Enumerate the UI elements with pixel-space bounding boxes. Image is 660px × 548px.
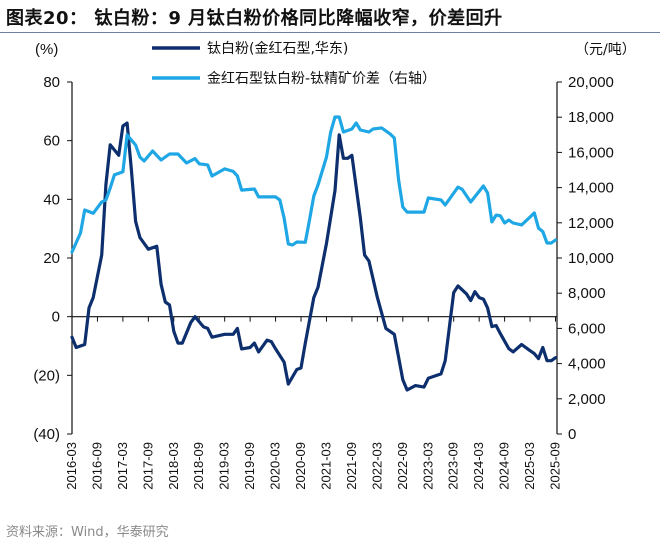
right-tick-label: 16,000 bbox=[568, 144, 614, 161]
x-tick-label: 2024-09 bbox=[497, 442, 512, 490]
x-tick-label: 2025-09 bbox=[548, 442, 563, 490]
x-tick-label: 2021-09 bbox=[344, 442, 359, 490]
right-axis-unit: （元/吨） bbox=[575, 42, 636, 58]
right-tick-label: 20,000 bbox=[568, 74, 614, 91]
x-tick-label: 2017-03 bbox=[115, 442, 130, 490]
right-tick-label: 0 bbox=[568, 426, 576, 443]
x-tick-label: 2017-09 bbox=[140, 442, 155, 490]
title-divider bbox=[0, 32, 660, 33]
x-tick-label: 2023-09 bbox=[446, 442, 461, 490]
x-tick-label: 2019-03 bbox=[217, 442, 232, 490]
x-tick-label: 2024-03 bbox=[471, 442, 486, 490]
legend: 钛白粉(金红石型,华东) 金红石型钛白粉-钛精矿价差（右轴） bbox=[152, 41, 436, 87]
x-tick-label: 2023-03 bbox=[420, 442, 435, 490]
x-tick-label: 2025-03 bbox=[522, 442, 537, 490]
series-lines bbox=[70, 115, 558, 392]
right-tick-label: 10,000 bbox=[568, 250, 614, 267]
x-tick-label: 2019-09 bbox=[242, 442, 257, 490]
axes: 80 60 40 20 0 (20) (40) 20,000 18,000 16,000 14,00… bbox=[33, 74, 614, 490]
series-line-2 bbox=[70, 115, 558, 254]
x-tick-label: 2022-03 bbox=[369, 442, 384, 490]
legend-label-series-2: 金红石型钛白粉-钛精矿价差（右轴） bbox=[207, 71, 436, 87]
right-tick-label: 18,000 bbox=[568, 109, 614, 126]
x-tick-label: 2020-03 bbox=[268, 442, 283, 490]
left-tick-label: (20) bbox=[33, 367, 60, 384]
right-tick-label: 8,000 bbox=[568, 285, 606, 302]
series-line-1 bbox=[70, 121, 558, 392]
left-tick-label: 40 bbox=[43, 191, 60, 208]
right-tick-label: 4,000 bbox=[568, 356, 606, 373]
x-tick-label: 2022-09 bbox=[395, 442, 410, 490]
x-tick-label: 2016-03 bbox=[64, 442, 79, 490]
left-tick-label: 20 bbox=[43, 250, 60, 267]
x-tick-label: 2018-03 bbox=[166, 442, 181, 490]
left-tick-label: (40) bbox=[33, 426, 60, 443]
legend-label-series-1: 钛白粉(金红石型,华东) bbox=[207, 41, 348, 57]
x-tick-label: 2021-03 bbox=[318, 442, 333, 490]
left-tick-label: 80 bbox=[43, 74, 60, 91]
left-tick-label: 0 bbox=[52, 309, 60, 326]
right-tick-label: 14,000 bbox=[568, 180, 614, 197]
x-tick-label: 2020-09 bbox=[293, 442, 308, 490]
x-tick-label: 2016-09 bbox=[89, 442, 104, 490]
x-tick-label: 2018-09 bbox=[191, 442, 206, 490]
left-tick-label: 60 bbox=[43, 133, 60, 150]
right-tick-label: 12,000 bbox=[568, 215, 614, 232]
right-tick-label: 2,000 bbox=[568, 391, 606, 408]
chart-title: 图表20： 钛白粉：9 月钛白粉价格同比降幅收窄，价差回升 bbox=[6, 8, 503, 29]
right-tick-label: 6,000 bbox=[568, 320, 606, 337]
source-note: 资料来源：Wind，华泰研究 bbox=[6, 525, 169, 540]
left-axis-unit: (%) bbox=[35, 41, 58, 58]
